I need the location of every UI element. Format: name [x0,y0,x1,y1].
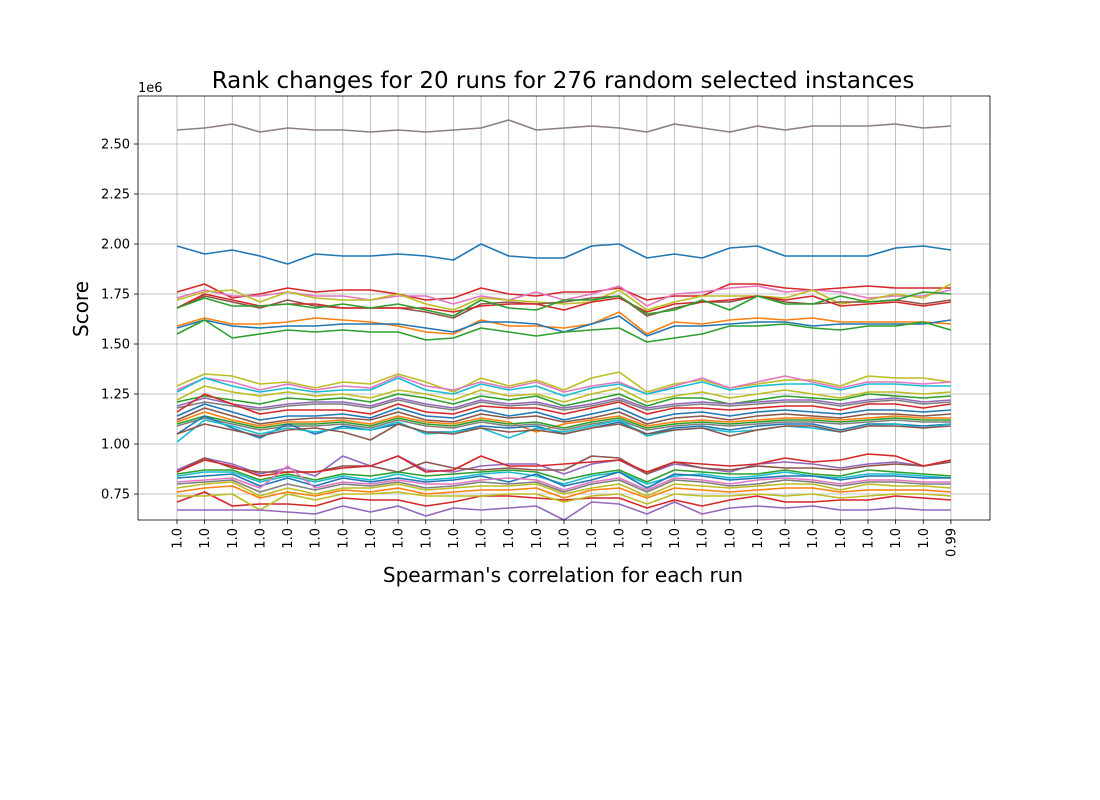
x-tick-label: 1.0 [585,528,600,549]
series-line-39 [177,491,951,511]
x-tick-label: 1.0 [696,528,711,549]
x-tick-label: 1.0 [336,528,351,549]
x-tick-label: 1.0 [447,528,462,549]
x-tick-label: 1.0 [613,528,628,549]
y-tick-label: 2.25 [101,188,130,203]
y-tick-label: 1.00 [101,438,130,453]
x-tick-label: 1.0 [281,528,296,549]
series-line-33 [176,471,951,489]
series-line-16 [176,393,951,407]
y-tick-label: 1.75 [101,288,130,303]
series-line-27 [176,423,951,441]
series-line-8 [176,291,951,317]
series-line-36 [176,481,951,497]
y-axis-label: Score [69,281,93,337]
series-line-20 [176,403,951,421]
y-tick-label: 2.00 [101,238,130,253]
x-tick-label: 1.0 [834,528,849,549]
series-line-15 [176,385,951,403]
series-line-35 [176,479,951,493]
series-line-22 [176,411,951,433]
x-tick-label: 1.0 [668,528,683,549]
series-lines [176,119,952,521]
x-tick-label: 1.0 [309,528,324,549]
x-tick-label: 1.0 [502,528,517,549]
series-line-3 [176,283,951,301]
series-line-11 [176,319,952,343]
x-tick-label: 1.0 [779,528,794,549]
series-line-31 [176,469,951,483]
x-tick-label: 1.0 [806,528,821,549]
series-line-17 [176,397,951,409]
series-line-2 [176,243,952,265]
series-line-30 [176,453,952,477]
x-tick-label: 1.0 [226,528,241,549]
series-line-1 [176,119,951,133]
series-line-28 [176,455,952,477]
x-tick-label: 1.0 [640,528,655,549]
y-tick-label: 2.50 [101,138,130,153]
x-tick-label: 1.0 [171,528,186,549]
series-line-13 [176,375,951,395]
series-line-9 [176,311,951,335]
series-line-26 [176,419,952,443]
x-tick-label: 1.0 [253,528,268,549]
y-scale-label: 1e6 [138,81,163,96]
y-axis-ticks: 0.75 1.00 1.25 1.50 1.75 2.00 2.25 2.50 [101,138,138,503]
x-tick-label: 1.0 [862,528,877,549]
series-line-19 [176,393,952,415]
series-line-7 [176,293,952,313]
series-line-34 [176,465,951,491]
x-tick-label: 1.0 [751,528,766,549]
y-tick-label: 1.25 [101,388,130,403]
series-line-37 [176,485,951,499]
x-tick-label: 1.0 [198,528,213,549]
series-line-12 [176,371,952,393]
x-tick-label: 1.0 [723,528,738,549]
series-line-18 [176,399,951,411]
series-line-24 [176,417,951,431]
x-tick-label: 1.0 [419,528,434,549]
x-tick-label: 1.0 [530,528,545,549]
series-line-21 [176,407,951,425]
y-tick-label: 0.75 [101,488,130,503]
x-tick-label: 1.0 [475,528,490,549]
series-line-38 [176,491,951,509]
series-line-23 [176,415,951,429]
x-tick-label: 1.0 [917,528,932,549]
x-tick-label: 1.0 [392,528,407,549]
x-tick-label: 1.0 [364,528,379,549]
x-axis-label: Spearman's correlation for each run [383,563,743,587]
x-tick-label: 0.99 [944,528,959,557]
x-tick-label: 1.0 [557,528,572,549]
y-tick-label: 1.50 [101,338,130,353]
x-axis-ticks: 1.0 1.0 1.0 1.0 1.0 1.0 1.0 1.0 1.0 1.0 1.0 1.0 1.0 1… [171,520,959,557]
series-line-5 [176,283,952,311]
series-line-14 [176,377,951,397]
x-tick-label: 1.0 [889,528,904,549]
chart-title: Rank changes for 20 runs for 276 random … [212,68,915,94]
